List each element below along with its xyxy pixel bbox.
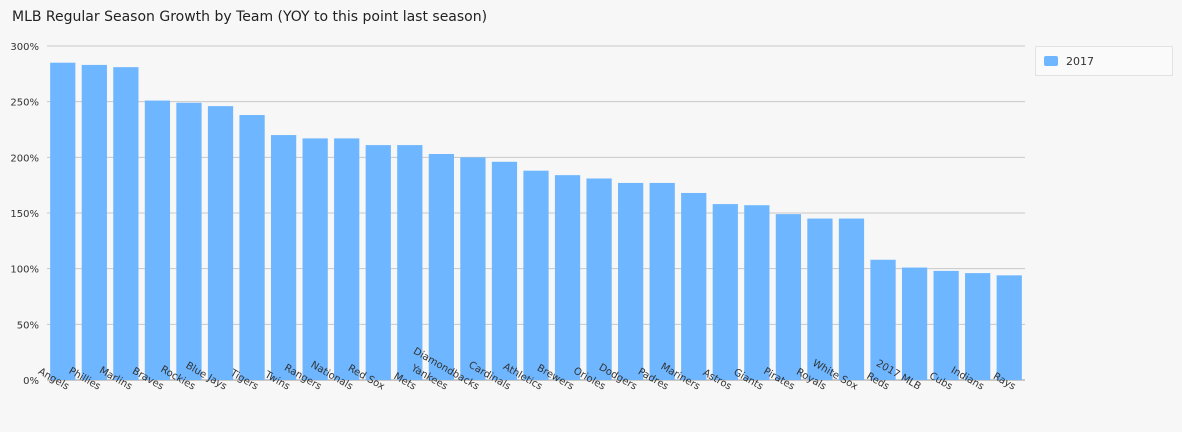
y-tick-label: 250% [10, 98, 39, 109]
y-axis-ticks: 0% 50% 100% 150% 200% 250% 300% [10, 42, 39, 387]
bar[interactable] [681, 192, 707, 380]
bar[interactable] [428, 153, 454, 380]
bar[interactable] [460, 157, 486, 380]
bar[interactable] [176, 102, 202, 380]
bar[interactable] [554, 175, 581, 380]
bar-series [50, 62, 1022, 381]
bar[interactable] [523, 170, 549, 380]
bar[interactable] [81, 64, 107, 380]
bar[interactable] [649, 182, 675, 380]
bar[interactable] [365, 145, 391, 380]
bar[interactable] [207, 106, 234, 381]
legend-label: 2017 [1066, 54, 1094, 68]
bar[interactable] [586, 178, 612, 380]
bar[interactable] [933, 270, 959, 380]
bar[interactable] [712, 204, 738, 380]
bar[interactable] [113, 67, 139, 381]
bar[interactable] [302, 138, 328, 380]
legend: 2017 [1035, 46, 1173, 76]
bar[interactable] [144, 100, 171, 380]
bar[interactable] [334, 138, 360, 380]
y-tick-label: 0% [23, 376, 39, 387]
bar[interactable] [50, 62, 76, 380]
bar[interactable] [870, 259, 896, 380]
bar[interactable] [838, 218, 865, 380]
bar[interactable] [397, 145, 423, 380]
y-tick-label: 150% [10, 209, 39, 220]
y-tick-label: 200% [10, 153, 39, 164]
bar[interactable] [239, 115, 265, 380]
bar[interactable] [491, 161, 518, 380]
y-tick-label: 50% [17, 320, 39, 331]
bar[interactable] [618, 182, 644, 380]
chart-title: MLB Regular Season Growth by Team (YOY t… [12, 9, 488, 25]
bar[interactable] [744, 205, 770, 380]
bar[interactable] [901, 267, 928, 380]
bar[interactable] [807, 218, 833, 380]
legend-swatch [1044, 56, 1058, 66]
bar[interactable] [775, 214, 802, 380]
bar[interactable] [996, 275, 1022, 380]
bar[interactable] [270, 135, 297, 380]
y-tick-label: 100% [10, 265, 39, 276]
bar[interactable] [965, 273, 991, 380]
y-tick-label: 300% [10, 42, 39, 53]
